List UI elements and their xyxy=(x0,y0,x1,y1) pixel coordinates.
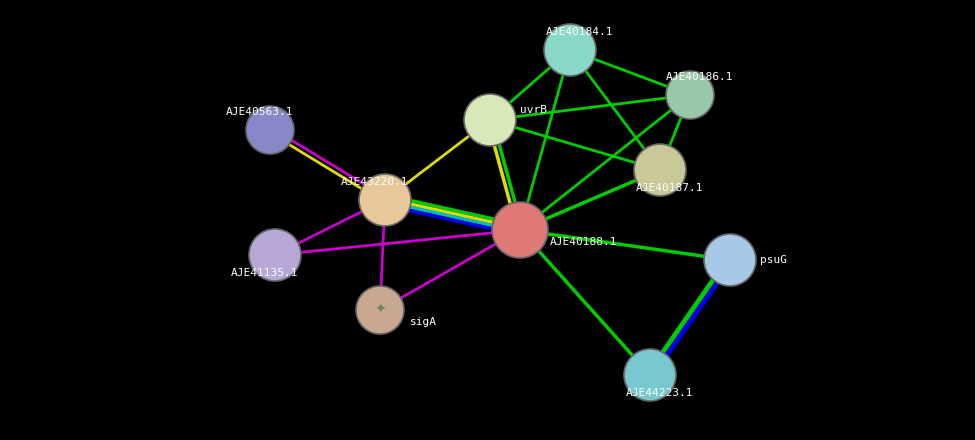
Text: sigA: sigA xyxy=(410,317,437,327)
Text: AJE40184.1: AJE40184.1 xyxy=(546,27,613,37)
Text: ✦: ✦ xyxy=(374,303,386,317)
Circle shape xyxy=(634,144,686,196)
Circle shape xyxy=(544,24,596,76)
Text: psuG: psuG xyxy=(760,255,787,265)
Text: AJE43220.1: AJE43220.1 xyxy=(341,177,409,187)
Text: AJE40563.1: AJE40563.1 xyxy=(226,107,293,117)
Circle shape xyxy=(492,202,548,258)
Text: AJE41135.1: AJE41135.1 xyxy=(231,268,298,278)
Circle shape xyxy=(464,94,516,146)
Circle shape xyxy=(624,349,676,401)
Circle shape xyxy=(356,286,404,334)
Circle shape xyxy=(246,106,294,154)
Text: AJE40187.1: AJE40187.1 xyxy=(637,183,704,193)
Text: AJE40188.1: AJE40188.1 xyxy=(550,237,617,247)
Text: AJE40186.1: AJE40186.1 xyxy=(666,72,734,82)
Circle shape xyxy=(359,174,411,226)
Text: uvrB: uvrB xyxy=(520,105,547,115)
Text: AJE44223.1: AJE44223.1 xyxy=(626,388,694,398)
Circle shape xyxy=(666,71,714,119)
Circle shape xyxy=(249,229,301,281)
Circle shape xyxy=(704,234,756,286)
